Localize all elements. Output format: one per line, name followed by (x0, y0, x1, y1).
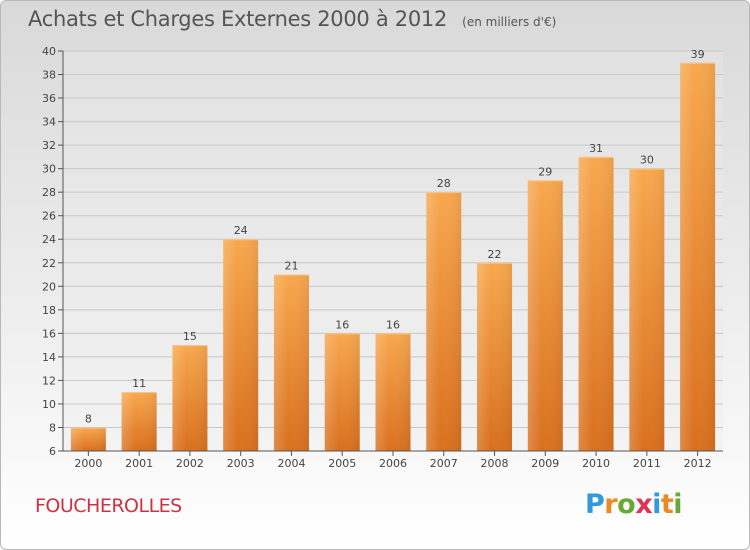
y-tick-label: 26 (42, 210, 56, 223)
x-tick-label: 2001 (125, 457, 153, 470)
logo-letter: r (604, 489, 618, 520)
y-tick-label: 28 (42, 186, 56, 199)
x-tick-label: 2007 (430, 457, 458, 470)
bar-highlight (70, 427, 106, 451)
data-label: 21 (284, 260, 298, 273)
logo-letter: o (617, 489, 636, 520)
bar-highlight (121, 392, 157, 451)
logo-letter: i (673, 489, 683, 520)
data-label: 29 (538, 165, 552, 178)
logo-letter: i (652, 489, 661, 520)
y-tick-label: 38 (42, 69, 56, 82)
proxiti-logo[interactable]: Proxiti (585, 489, 683, 520)
x-tick-label: 2003 (227, 457, 255, 470)
y-tick-label: 8 (49, 421, 56, 434)
x-tick-label: 2008 (481, 457, 509, 470)
y-tick-label: 18 (42, 304, 56, 317)
bar-highlight (172, 345, 208, 451)
data-label: 28 (437, 177, 451, 190)
logo-letter: P (585, 489, 605, 520)
y-tick-label: 22 (42, 257, 56, 270)
y-tick-label: 34 (42, 116, 56, 129)
data-label: 15 (183, 330, 197, 343)
bar-highlight (477, 262, 513, 451)
logo-letter: t (660, 489, 674, 520)
city-name: FOUCHEROLLES (35, 495, 182, 517)
labels: 6 8 10 12 14 16 18 20 22 24 26 28 30 32 34 36 38 40 2000 8 2… (42, 45, 712, 470)
data-label: 39 (691, 48, 705, 61)
data-label: 16 (335, 318, 349, 331)
y-tick-label: 10 (42, 398, 56, 411)
logo-letter: x (635, 489, 653, 520)
x-tick-label: 2012 (684, 457, 712, 470)
y-tick-label: 20 (42, 280, 56, 293)
x-tick-label: 2000 (74, 457, 102, 470)
x-tick-label: 2010 (582, 457, 610, 470)
data-label: 24 (234, 224, 248, 237)
x-tick-label: 2004 (277, 457, 305, 470)
bar-highlight (375, 333, 411, 451)
y-tick-label: 32 (42, 139, 56, 152)
data-label: 11 (132, 377, 146, 390)
bar-highlight (324, 333, 360, 451)
bar-highlight (527, 180, 563, 452)
data-label: 8 (85, 412, 92, 425)
chart-subtitle: (en milliers d'€) (462, 15, 557, 29)
bars (70, 62, 716, 452)
y-tick-label: 6 (49, 445, 56, 458)
axes (58, 50, 723, 456)
data-label: 31 (589, 142, 603, 155)
y-tick-label: 16 (42, 327, 56, 340)
bar-highlight (426, 192, 462, 452)
data-label: 22 (488, 248, 502, 261)
bar-highlight (629, 168, 665, 451)
y-tick-label: 12 (42, 374, 56, 387)
bar-highlight (273, 274, 309, 451)
x-tick-label: 2009 (531, 457, 559, 470)
chart-title: Achats et Charges Externes 2000 à 2012 (28, 7, 448, 31)
x-tick-label: 2002 (176, 457, 204, 470)
y-tick-label: 30 (42, 163, 56, 176)
bar-highlight (223, 239, 259, 451)
x-tick-label: 2006 (379, 457, 407, 470)
y-tick-label: 36 (42, 92, 56, 105)
data-label: 30 (640, 154, 654, 167)
y-tick-label: 14 (42, 351, 56, 364)
y-tick-label: 24 (42, 233, 56, 246)
title-block: Achats et Charges Externes 2000 à 2012 (… (28, 7, 556, 31)
y-tick-label: 40 (42, 45, 56, 58)
x-tick-label: 2005 (328, 457, 356, 470)
bar-highlight (578, 156, 614, 451)
bar-highlight (680, 62, 716, 451)
x-tick-label: 2011 (633, 457, 661, 470)
data-label: 16 (386, 318, 400, 331)
